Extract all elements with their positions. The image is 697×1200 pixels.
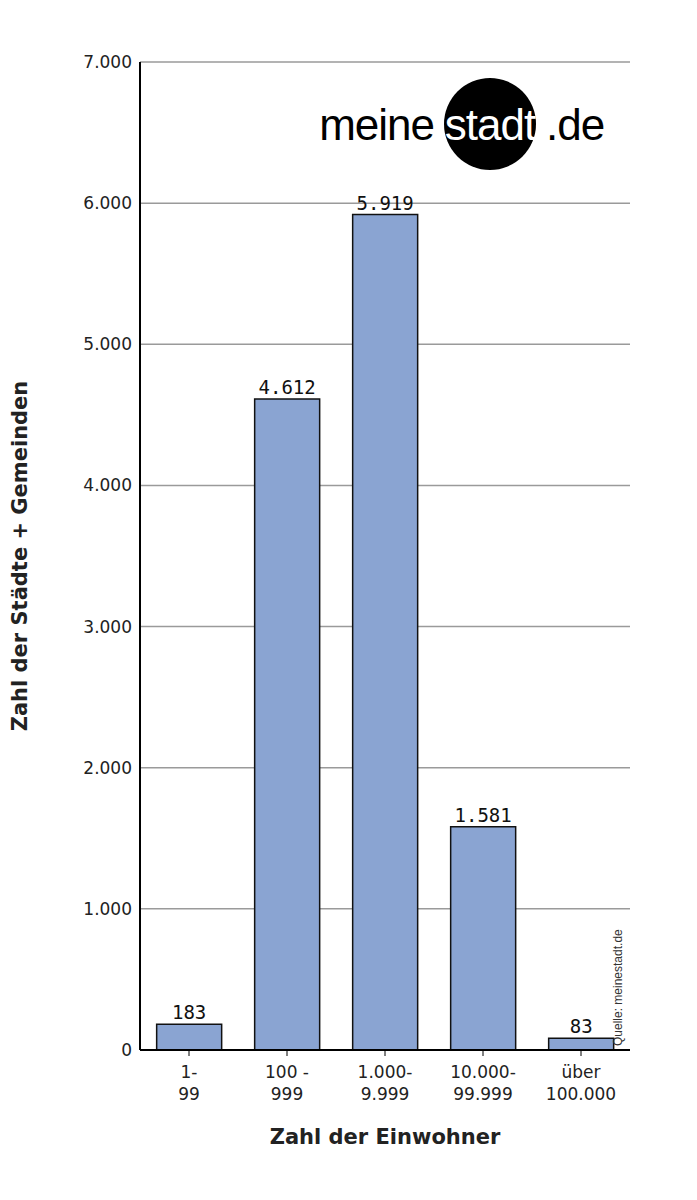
svg-text:stadt: stadt xyxy=(445,100,536,149)
svg-text:83: 83 xyxy=(570,1015,593,1037)
svg-text:Zahl der Städte + Gemeinden: Zahl der Städte + Gemeinden xyxy=(8,381,32,732)
svg-text:4.612: 4.612 xyxy=(259,376,316,398)
svg-text:1.000-9.999: 1.000-9.999 xyxy=(358,1062,413,1104)
svg-text:10.000-99.999: 10.000-99.999 xyxy=(450,1062,516,1104)
svg-text:1.581: 1.581 xyxy=(455,804,512,826)
svg-text:100 -999: 100 -999 xyxy=(265,1062,309,1104)
svg-text:Quelle: meinestadt.de: Quelle: meinestadt.de xyxy=(611,929,625,1046)
svg-text:über100.000: über100.000 xyxy=(546,1062,616,1104)
svg-text:5.000: 5.000 xyxy=(83,334,132,354)
svg-text:3.000: 3.000 xyxy=(83,617,132,637)
svg-text:7.000: 7.000 xyxy=(83,52,132,72)
svg-text:5.919: 5.919 xyxy=(357,192,414,214)
svg-text:.de: .de xyxy=(546,100,604,149)
svg-text:183: 183 xyxy=(172,1001,206,1023)
svg-text:6.000: 6.000 xyxy=(83,193,132,213)
svg-text:Zahl der Einwohner: Zahl der Einwohner xyxy=(270,1125,501,1149)
svg-text:4.000: 4.000 xyxy=(83,475,132,495)
svg-text:meine: meine xyxy=(319,100,434,149)
svg-text:1.000: 1.000 xyxy=(83,899,132,919)
svg-text:1-99: 1-99 xyxy=(178,1062,200,1104)
svg-text:2.000: 2.000 xyxy=(83,758,132,778)
svg-text:0: 0 xyxy=(121,1040,132,1060)
